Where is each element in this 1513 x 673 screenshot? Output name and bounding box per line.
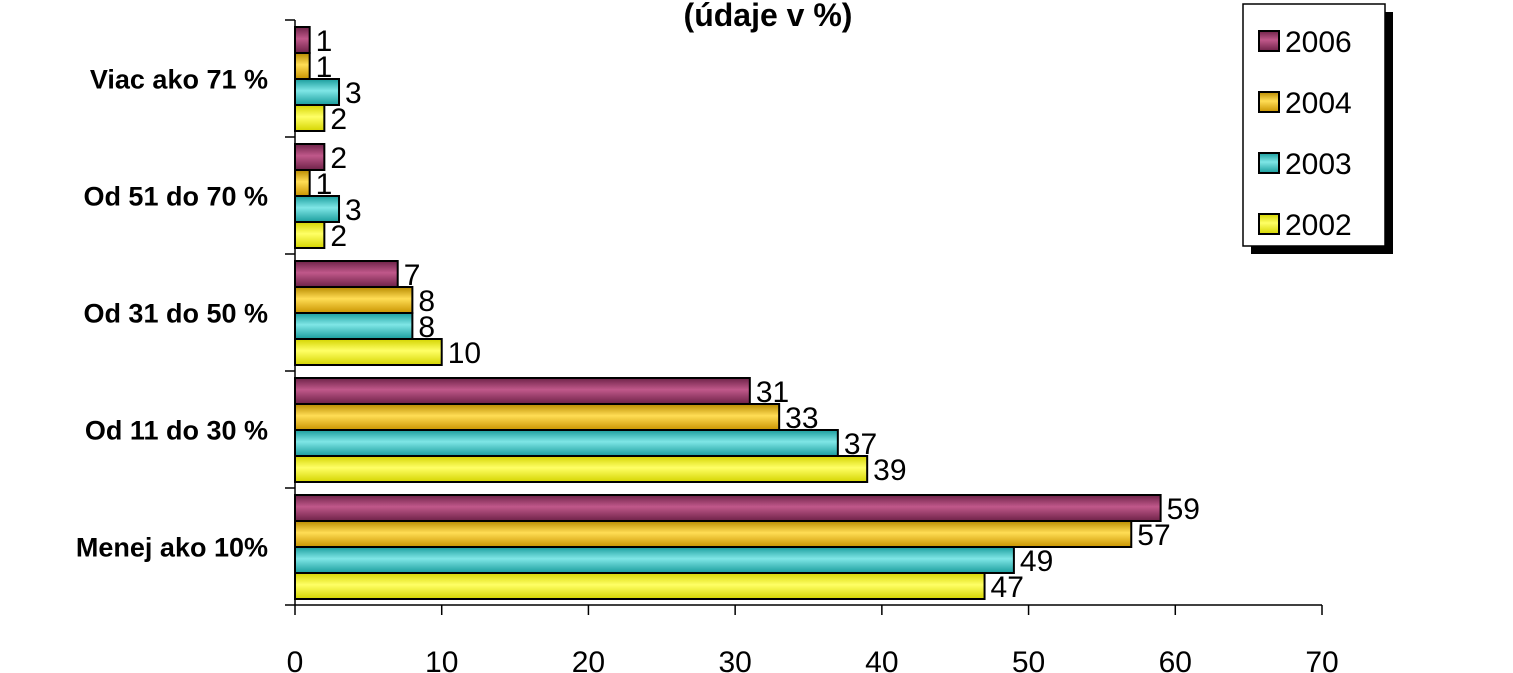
bar-od-11-do-30-pct-2004 — [294, 403, 781, 431]
bar-od-51-do-70-pct-2002 — [294, 221, 326, 249]
data-label-viac-ako-71-pct-2004: 1 — [316, 51, 333, 84]
bar-od-11-do-30-pct-2002 — [294, 455, 869, 483]
bar-menej-ako-10pct-2004 — [294, 520, 1133, 548]
data-label-od-31-do-50-pct-2004: 8 — [418, 285, 435, 318]
data-label-menej-ako-10pct-2004: 57 — [1137, 519, 1170, 552]
value-tick-label-70: 70 — [1305, 646, 1338, 673]
value-tick-label-0: 0 — [287, 646, 304, 673]
bars-group — [294, 26, 1162, 600]
bar-od-31-do-50-pct-2003 — [294, 312, 414, 340]
bar-viac-ako-71-pct-2002 — [294, 104, 326, 132]
bar-menej-ako-10pct-2002 — [294, 572, 986, 600]
data-label-od-51-do-70-pct-2002: 2 — [330, 220, 347, 253]
data-label-menej-ako-10pct-2002: 47 — [991, 571, 1024, 604]
legend-swatch-2003 — [1258, 152, 1280, 174]
data-label-od-11-do-30-pct-2004: 33 — [785, 402, 818, 435]
legend-label-2002: 2002 — [1285, 209, 1352, 242]
value-tick-label-40: 40 — [865, 646, 898, 673]
legend-swatch-2006 — [1258, 30, 1280, 52]
chart-title: (údaje v %) — [684, 0, 853, 33]
data-label-menej-ako-10pct-2003: 49 — [1020, 545, 1053, 578]
category-label-viac-ako-71-pct: Viac ako 71 % — [90, 65, 268, 95]
bar-viac-ako-71-pct-2004 — [294, 52, 311, 80]
data-label-od-11-do-30-pct-2006: 31 — [756, 376, 789, 409]
data-label-od-31-do-50-pct-2002: 10 — [448, 337, 481, 370]
value-tick-label-10: 10 — [425, 646, 458, 673]
data-label-od-51-do-70-pct-2004: 1 — [316, 168, 333, 201]
bar-od-51-do-70-pct-2006 — [294, 143, 326, 171]
data-label-od-31-do-50-pct-2006: 7 — [404, 259, 421, 292]
bar-od-51-do-70-pct-2003 — [294, 195, 341, 223]
bar-od-51-do-70-pct-2004 — [294, 169, 311, 197]
data-label-od-11-do-30-pct-2002: 39 — [873, 454, 906, 487]
bar-od-31-do-50-pct-2006 — [294, 260, 399, 288]
legend-label-2004: 2004 — [1285, 87, 1352, 120]
category-label-od-31-do-50-pct: Od 31 do 50 % — [83, 299, 268, 329]
bar-od-11-do-30-pct-2006 — [294, 377, 751, 405]
bar-od-31-do-50-pct-2002 — [294, 338, 443, 366]
legend-swatch-2002 — [1258, 213, 1280, 235]
data-label-od-11-do-30-pct-2003: 37 — [844, 428, 877, 461]
data-label-viac-ako-71-pct-2003: 3 — [345, 77, 362, 110]
legend: 2006 2004 2003 2002 — [1242, 3, 1393, 254]
data-label-od-51-do-70-pct-2006: 2 — [330, 142, 347, 175]
legend-label-2006: 2006 — [1285, 26, 1352, 59]
data-label-viac-ako-71-pct-2006: 1 — [316, 25, 333, 58]
bar-menej-ako-10pct-2006 — [294, 494, 1162, 522]
data-label-od-51-do-70-pct-2003: 3 — [345, 194, 362, 227]
bar-od-31-do-50-pct-2004 — [294, 286, 414, 314]
value-tick-label-50: 50 — [1012, 646, 1045, 673]
value-tick-label-20: 20 — [572, 646, 605, 673]
bar-viac-ako-71-pct-2006 — [294, 26, 311, 54]
data-label-viac-ako-71-pct-2002: 2 — [330, 103, 347, 136]
legend-label-2003: 2003 — [1285, 148, 1352, 181]
bar-od-11-do-30-pct-2003 — [294, 429, 839, 457]
category-label-od-11-do-30-pct: Od 11 do 30 % — [85, 416, 268, 446]
data-label-menej-ako-10pct-2006: 59 — [1167, 493, 1200, 526]
category-label-od-51-do-70-pct: Od 51 do 70 % — [83, 182, 268, 212]
category-label-menej-ako-10pct: Menej ako 10% — [76, 533, 268, 563]
bar-menej-ako-10pct-2003 — [294, 546, 1015, 574]
value-tick-label-30: 30 — [718, 646, 751, 673]
legend-swatch-2004 — [1258, 91, 1280, 113]
data-label-od-31-do-50-pct-2003: 8 — [418, 311, 435, 344]
axes-group: Menej ako 10% Od 11 do 30 % Od 31 do 50 % O… — [76, 19, 1339, 673]
value-tick-label-60: 60 — [1159, 646, 1192, 673]
